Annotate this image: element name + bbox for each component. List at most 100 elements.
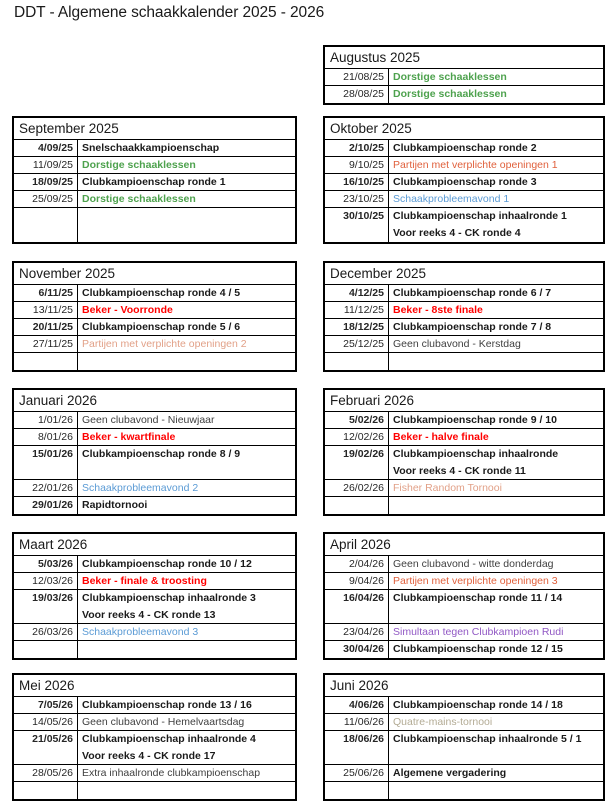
row-event: Extra inhaalronde clubkampioenschap [78, 765, 295, 781]
calendar-row[interactable]: 11/06/26 Quatre-mains-tornooi [325, 714, 603, 731]
row-event: Beker - halve finale [389, 429, 603, 445]
calendar-row[interactable]: 23/10/25 Schaakprobleemavond 1 [325, 191, 603, 208]
calendar-row[interactable]: 18/12/25 Clubkampioenschap ronde 7 / 8 [325, 319, 603, 336]
calendar-row[interactable]: 9/10/25 Partijen met verplichte openingen… [325, 157, 603, 174]
calendar-row[interactable]: 21/08/25 Dorstige schaaklessen [325, 69, 603, 86]
row-event [78, 208, 295, 242]
calendar-row[interactable]: 2/10/25 Clubkampioenschap ronde 2 [325, 140, 603, 157]
row-event: Beker - finale & troosting [78, 573, 295, 589]
calendar-row[interactable] [325, 497, 603, 514]
calendar-row[interactable]: 20/11/25 Clubkampioenschap ronde 5 / 6 [14, 319, 295, 336]
row-date: 11/09/25 [14, 157, 78, 173]
calendar-row[interactable]: 18/06/26 Clubkampioenschap inhaalronde 5 … [325, 731, 603, 765]
month-block-september-2025: September 2025 4/09/25 Snelschaakkampioens… [12, 116, 297, 244]
row-date: 28/05/26 [14, 765, 78, 781]
row-event: Clubkampioenschap ronde 5 / 6 [78, 319, 295, 335]
calendar-row[interactable]: 8/01/26 Beker - kwartfinale [14, 429, 295, 446]
calendar-row[interactable]: 11/12/25 Beker - 8ste finale [325, 302, 603, 319]
row-event: Clubkampioenschap ronde 3 [389, 174, 603, 190]
calendar-row[interactable]: 19/03/26 Clubkampioenschap inhaalronde 3 V… [14, 590, 295, 624]
calendar-row[interactable] [325, 353, 603, 370]
row-date: 18/06/26 [325, 731, 389, 764]
calendar-row[interactable]: 4/09/25 Snelschaakkampioenschap [14, 140, 295, 157]
month-block-oktober-2025: Oktober 2025 2/10/25 Clubkampioenschap ron… [323, 116, 605, 244]
calendar-row[interactable]: 11/09/25 Dorstige schaaklessen [14, 157, 295, 174]
calendar-row[interactable] [14, 353, 295, 370]
row-event-line1: Clubkampioenschap ronde 1 [82, 176, 226, 188]
calendar-row[interactable]: 30/04/26 Clubkampioenschap ronde 12 / 15 [325, 641, 603, 658]
calendar-row[interactable]: 29/01/26 Rapidtornooi [14, 497, 295, 514]
calendar-row[interactable]: 13/11/25 Beker - Voorronde [14, 302, 295, 319]
row-event-line1: Rapidtornooi [82, 499, 148, 511]
calendar-row[interactable]: 4/12/25 Clubkampioenschap ronde 6 / 7 [325, 285, 603, 302]
calendar-row[interactable]: 16/10/25 Clubkampioenschap ronde 3 [325, 174, 603, 191]
calendar-row[interactable]: 30/10/25 Clubkampioenschap inhaalronde 1 V… [325, 208, 603, 242]
calendar-row[interactable]: 2/04/26 Geen clubavond - witte donderdag [325, 556, 603, 573]
row-date: 18/12/25 [325, 319, 389, 335]
calendar-row[interactable]: 19/02/26 Clubkampioenschap inhaalronde Voo… [325, 446, 603, 480]
row-event-line1: Clubkampioenschap ronde 8 / 9 [82, 448, 241, 460]
calendar-row[interactable]: 4/06/26 Clubkampioenschap ronde 14 / 18 [325, 697, 603, 714]
row-event-line2: Voor reeks 4 - CK ronde 4 [393, 227, 521, 239]
row-event [78, 782, 295, 799]
calendar-row[interactable]: 16/04/26 Clubkampioenschap ronde 11 / 14 [325, 590, 603, 624]
calendar-row[interactable]: 5/02/26 Clubkampioenschap ronde 9 / 10 [325, 412, 603, 429]
row-event: Dorstige schaaklessen [389, 69, 603, 85]
calendar-row[interactable]: 14/05/26 Geen clubavond - Hemelvaartsdag [14, 714, 295, 731]
row-event: Clubkampioenschap ronde 10 / 12 [78, 556, 295, 572]
row-event-line1: Dorstige schaaklessen [393, 88, 507, 100]
row-date [14, 641, 78, 658]
row-event: Schaakprobleemavond 2 [78, 480, 295, 496]
calendar-row[interactable]: 9/04/26 Partijen met verplichte openingen… [325, 573, 603, 590]
row-event: Simultaan tegen Clubkampioen Rudi [389, 624, 603, 640]
row-event-line1: Simultaan tegen Clubkampioen Rudi [393, 626, 564, 638]
row-date: 9/04/26 [325, 573, 389, 589]
row-date: 20/11/25 [14, 319, 78, 335]
calendar-row[interactable]: 25/06/26 Algemene vergadering [325, 765, 603, 782]
calendar-row[interactable]: 26/03/26 Schaakprobleemavond 3 [14, 624, 295, 641]
calendar-row[interactable]: 12/02/26 Beker - halve finale [325, 429, 603, 446]
calendar-row[interactable]: 7/05/26 Clubkampioenschap ronde 13 / 16 [14, 697, 295, 714]
month-block-februari-2026: Februari 2026 5/02/26 Clubkampioenschap ro… [323, 388, 605, 516]
row-event-line1: Clubkampioenschap ronde 9 / 10 [393, 414, 557, 426]
calendar-row[interactable]: 28/08/25 Dorstige schaaklessen [325, 86, 603, 103]
calendar-row[interactable]: 27/11/25 Partijen met verplichte openinge… [14, 336, 295, 353]
row-event-line2: Voor reeks 4 - CK ronde 13 [82, 609, 216, 621]
row-date: 12/02/26 [325, 429, 389, 445]
month-block-december-2025: December 2025 4/12/25 Clubkampioenschap ro… [323, 261, 605, 372]
calendar-row[interactable]: 22/01/26 Schaakprobleemavond 2 [14, 480, 295, 497]
calendar-row[interactable] [14, 641, 295, 658]
row-event-line1: Clubkampioenschap ronde 7 / 8 [393, 321, 552, 333]
calendar-row[interactable] [14, 782, 295, 799]
row-date: 14/05/26 [14, 714, 78, 730]
calendar-row[interactable]: 15/01/26 Clubkampioenschap ronde 8 / 9 [14, 446, 295, 480]
month-header: December 2025 [325, 263, 603, 285]
calendar-row[interactable]: 5/03/26 Clubkampioenschap ronde 10 / 12 [14, 556, 295, 573]
row-date: 22/01/26 [14, 480, 78, 496]
month-header: Maart 2026 [14, 534, 295, 556]
row-event: Algemene vergadering [389, 765, 603, 781]
calendar-row[interactable]: 26/02/26 Fisher Random Tornooi [325, 480, 603, 497]
calendar-row[interactable]: 25/12/25 Geen clubavond - Kerstdag [325, 336, 603, 353]
calendar-row[interactable] [14, 208, 295, 242]
row-date: 1/01/26 [14, 412, 78, 428]
calendar-row[interactable]: 25/09/25 Dorstige schaaklessen [14, 191, 295, 208]
row-event: Snelschaakkampioenschap [78, 140, 295, 156]
calendar-row[interactable]: 18/09/25 Clubkampioenschap ronde 1 [14, 174, 295, 191]
row-date: 16/10/25 [325, 174, 389, 190]
calendar-row[interactable]: 28/05/26 Extra inhaalronde clubkampioensc… [14, 765, 295, 782]
calendar-row[interactable]: 23/04/26 Simultaan tegen Clubkampioen Rud… [325, 624, 603, 641]
row-event: Clubkampioenschap ronde 6 / 7 [389, 285, 603, 301]
calendar-row[interactable]: 12/03/26 Beker - finale & troosting [14, 573, 295, 590]
row-date: 18/09/25 [14, 174, 78, 190]
calendar-row[interactable] [325, 782, 603, 799]
row-event-line1: Clubkampioenschap ronde 10 / 12 [82, 558, 252, 570]
page-title: DDT - Algemene schaakkalender 2025 - 202… [14, 4, 325, 21]
row-event-line2: Voor reeks 4 - CK ronde 11 [393, 465, 526, 477]
calendar-row[interactable]: 1/01/26 Geen clubavond - Nieuwjaar [14, 412, 295, 429]
month-block-maart-2026: Maart 2026 5/03/26 Clubkampioenschap ronde… [12, 532, 297, 660]
row-event: Fisher Random Tornooi [389, 480, 603, 496]
month-rows: 4/09/25 Snelschaakkampioenschap 11/09/25 Do… [14, 140, 295, 242]
calendar-row[interactable]: 21/05/26 Clubkampioenschap inhaalronde 4 V… [14, 731, 295, 765]
calendar-row[interactable]: 6/11/25 Clubkampioenschap ronde 4 / 5 [14, 285, 295, 302]
